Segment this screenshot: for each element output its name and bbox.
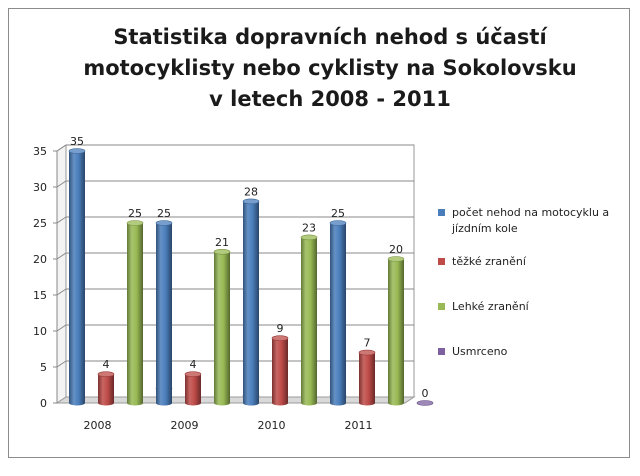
y-tick-label: 30 xyxy=(33,181,47,194)
chart-title-line-3: v letech 2008 - 2011 xyxy=(209,87,451,111)
data-label: 21 xyxy=(215,236,229,249)
bar-poet-2010 xyxy=(243,201,259,406)
bar-tk-2010 xyxy=(272,338,288,406)
y-tick-label: 15 xyxy=(33,289,47,302)
data-label: 0 xyxy=(422,387,429,400)
x-tick-label: 2011 xyxy=(345,419,373,432)
bar-lehk-2011 xyxy=(388,259,404,406)
x-tick-label: 2008 xyxy=(84,419,112,432)
gridline xyxy=(56,144,414,152)
legend-item-nehody: počet nehod na motocyklu a jízdním kole xyxy=(438,205,628,237)
legend-swatch-tezke xyxy=(438,258,445,265)
gridline xyxy=(56,360,414,368)
legend-item-lehke: Lehké zranění xyxy=(438,299,628,315)
bar-cap xyxy=(387,256,405,262)
data-label: 4 xyxy=(103,358,110,371)
bar-poet-2008 xyxy=(69,151,85,406)
y-tick-label: 10 xyxy=(33,325,47,338)
gridline xyxy=(56,180,414,188)
y-tick-label: 25 xyxy=(33,217,47,230)
data-label: 25 xyxy=(157,207,171,220)
x-tick-label: 2009 xyxy=(171,419,199,432)
y-tick-label: 5 xyxy=(40,361,47,374)
bar-cap xyxy=(358,349,376,356)
bar-cap xyxy=(97,371,115,378)
data-label: 28 xyxy=(244,185,258,198)
chart-title-line-1: Statistika dopravních nehod s účastí xyxy=(113,25,547,49)
legend-swatch-usmrceno xyxy=(438,348,445,355)
legend-swatch-lehke xyxy=(438,303,445,310)
chart-title: Statistika dopravních nehod s účastí mot… xyxy=(40,22,620,115)
bar-lehk-2010 xyxy=(301,237,317,406)
bar-poet-2011 xyxy=(330,223,346,406)
bar-cap xyxy=(68,148,86,154)
bar-tk-2009 xyxy=(185,374,201,406)
bar-cap xyxy=(184,371,202,378)
bar-cap xyxy=(329,220,347,226)
bar-tk-2011 xyxy=(359,352,375,406)
bar-cap xyxy=(300,234,318,241)
legend-label-nehody: počet nehod na motocyklu a jízdním kole xyxy=(452,206,610,235)
legend-label-tezke: těžké zranění xyxy=(452,255,526,268)
bar-lehk-2009 xyxy=(214,251,230,406)
gridline xyxy=(56,216,414,224)
data-label: 25 xyxy=(128,207,142,220)
legend-label-usmrceno: Usmrceno xyxy=(452,345,508,358)
data-label: 7 xyxy=(364,337,371,350)
legend-item-usmrceno: Usmrceno xyxy=(438,344,628,360)
legend-label-lehke: Lehké zranění xyxy=(452,300,529,313)
chart-title-line-2: motocyklisty nebo cyklisty na Sokolovsku xyxy=(83,56,577,80)
gridline xyxy=(56,288,414,296)
bar-cap xyxy=(155,220,173,226)
data-label: 4 xyxy=(190,358,197,371)
gridline xyxy=(56,324,414,332)
data-label: 20 xyxy=(389,243,403,256)
bar-cap xyxy=(416,400,434,406)
bar-cap xyxy=(126,220,144,226)
x-tick-label: 2010 xyxy=(258,419,286,432)
y-tick-label: 20 xyxy=(33,253,47,266)
bar-cap xyxy=(271,335,289,342)
bar-poet-2009 xyxy=(156,223,172,406)
data-label: 25 xyxy=(331,207,345,220)
bar-cap xyxy=(213,249,231,255)
legend-item-tezke: těžké zranění xyxy=(438,254,628,270)
bar-tk-2008 xyxy=(98,374,114,406)
legend-swatch-nehody xyxy=(438,209,445,216)
gridline xyxy=(56,252,414,260)
bar-cap xyxy=(242,198,260,205)
data-label: 9 xyxy=(277,322,284,335)
data-label: 35 xyxy=(70,135,84,148)
chart-legend: počet nehod na motocyklu a jízdním kole … xyxy=(438,205,628,360)
bar-lehk-2008 xyxy=(127,223,143,406)
y-tick-label: 35 xyxy=(33,145,47,158)
floor xyxy=(55,396,416,404)
y-tick-label: 0 xyxy=(40,397,47,410)
data-label: 23 xyxy=(302,221,316,234)
